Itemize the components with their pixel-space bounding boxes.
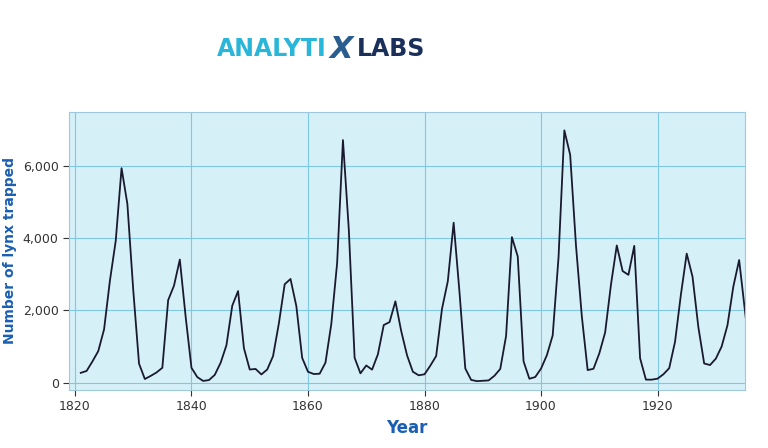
Text: LABS: LABS <box>357 37 425 61</box>
X-axis label: Year: Year <box>386 419 428 437</box>
Y-axis label: Number of lynx trapped: Number of lynx trapped <box>3 157 17 345</box>
Text: ANALYTI: ANALYTI <box>217 37 326 61</box>
Text: X: X <box>330 35 353 64</box>
